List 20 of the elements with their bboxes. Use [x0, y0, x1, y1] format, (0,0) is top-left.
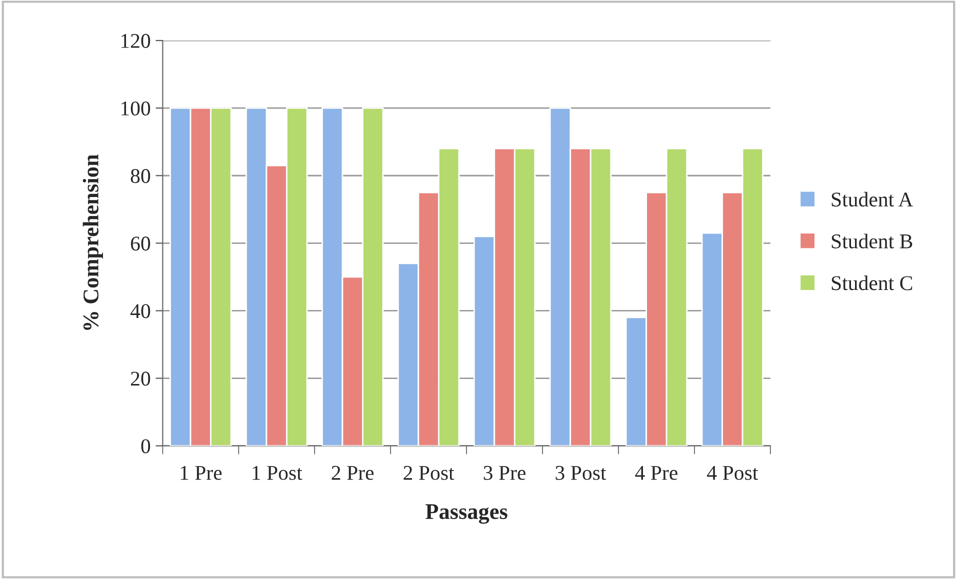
y-tick-label: 20 — [130, 372, 150, 386]
x-tick-label: 4 Post — [707, 466, 758, 480]
y-tick-label: 60 — [130, 236, 150, 251]
x-tick-label: 3 Pre — [484, 466, 526, 480]
legend-label: Student C — [832, 276, 912, 290]
y-tick-label: 40 — [130, 304, 150, 318]
y-tick-label: 120 — [121, 34, 150, 48]
x-tick-label: 1 Post — [252, 466, 302, 480]
x-tick-label: 3 Post — [556, 466, 606, 480]
y-tick-label: 0 — [141, 439, 150, 454]
legend-label: Student B — [832, 234, 912, 248]
x-tick-label: 2 Post — [404, 466, 454, 480]
y-axis-title: % Comprehension — [82, 154, 103, 330]
x-tick-label: 2 Pre — [332, 466, 374, 480]
y-tick-label: 80 — [130, 169, 150, 184]
x-tick-label: 4 Pre — [635, 466, 678, 480]
y-tick-label: 100 — [121, 101, 150, 116]
x-tick-label: 1 Pre — [180, 466, 222, 480]
legend-label: Student A — [832, 192, 914, 207]
x-axis-title: Passages — [426, 504, 508, 524]
